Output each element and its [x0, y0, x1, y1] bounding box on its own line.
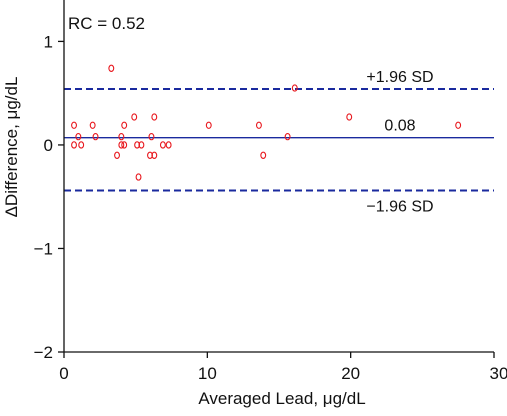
data-point: [455, 121, 462, 129]
y-tick-label: −1: [34, 239, 53, 258]
reference-line-label: −1.96 SD: [366, 198, 433, 215]
axes: [63, 0, 494, 353]
labels: RC = 0.52 Averaged Lead, μg/dL ΔDifferen…: [2, 14, 366, 408]
data-point: [108, 64, 115, 72]
x-tick-label: 20: [341, 364, 360, 383]
y-tick-label: 0: [44, 136, 53, 155]
data-point: [291, 84, 298, 92]
data-point: [92, 133, 99, 141]
y-tick-label: −2: [34, 343, 53, 362]
data-point: [284, 133, 291, 141]
data-point: [131, 113, 138, 121]
data-point: [135, 173, 142, 181]
x-tick-label: 0: [59, 364, 68, 383]
x-tick-label: 30: [490, 364, 507, 383]
data-point: [114, 151, 120, 159]
data-point: [148, 133, 155, 141]
data-point: [78, 141, 85, 149]
rc-annotation: RC = 0.52: [68, 14, 145, 33]
reference-lines: +1.96 SD 0.08 −1.96 SD: [64, 69, 494, 215]
reference-line-label: +1.96 SD: [366, 69, 433, 86]
data-points: [71, 64, 462, 181]
data-point: [118, 133, 125, 141]
data-point: [71, 141, 77, 149]
x-tick-label: 10: [198, 364, 217, 383]
data-point: [165, 141, 172, 149]
data-point: [159, 141, 166, 149]
data-point: [346, 113, 353, 121]
data-point: [138, 141, 145, 149]
data-point: [151, 151, 158, 159]
data-point: [89, 121, 96, 129]
data-point: [121, 121, 128, 129]
reference-line-label: 0.08: [384, 118, 415, 135]
data-point: [71, 121, 77, 129]
data-point: [75, 133, 82, 141]
data-point: [255, 121, 262, 129]
x-axis-title: Averaged Lead, μg/dL: [198, 389, 365, 408]
y-axis-title: ΔDifference, μg/dL: [2, 77, 21, 218]
y-tick-label: 1: [44, 32, 53, 51]
data-point: [121, 141, 128, 149]
data-point: [205, 121, 212, 129]
data-point: [151, 113, 158, 121]
data-point: [118, 141, 125, 149]
data-point: [260, 151, 267, 159]
